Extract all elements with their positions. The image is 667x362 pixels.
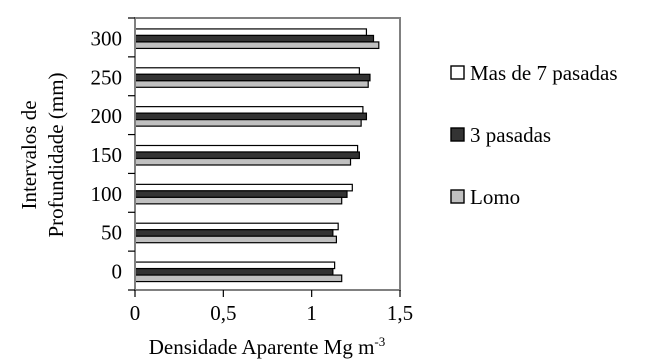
bar-mas-de-7-pasadas-300 — [134, 28, 368, 37]
y-tick-label-150: 150 — [91, 143, 123, 167]
bar-3-pasadas-150 — [134, 151, 360, 160]
y-tick-label-200: 200 — [91, 104, 123, 128]
x-tick-label-3: 1,5 — [387, 301, 413, 325]
bar-mas-de-7-pasadas-250 — [134, 67, 360, 75]
bar-3-pasadas-0 — [134, 267, 334, 276]
plot-area — [134, 28, 380, 283]
x-axis-title-main: Densidade Aparente Mg m — [149, 335, 375, 359]
legend-swatch-3-pasadas — [450, 127, 465, 142]
legend-swatch-lomo — [450, 189, 465, 204]
y-tick-label-50: 50 — [101, 221, 122, 245]
bar-mas-de-7-pasadas-0 — [134, 261, 336, 270]
bar-lomo-250 — [134, 80, 369, 88]
y-tick-label-100: 100 — [91, 182, 123, 206]
legend: Mas de 7 pasadas 3 pasadas Lomo — [450, 61, 618, 209]
bar-3-pasadas-50 — [134, 229, 334, 237]
y-axis-title-line-1: Intervalos de — [17, 100, 41, 209]
y-axis-title-line-2: Profundidade (mm) — [44, 72, 68, 237]
x-tick-label-1: 0,5 — [210, 301, 236, 325]
bar-lomo-0 — [134, 274, 343, 283]
x-tick-label-2: 1 — [306, 301, 317, 325]
x-axis-title: Densidade Aparente Mg m-3 — [149, 334, 386, 359]
bar-3-pasadas-250 — [134, 73, 371, 82]
x-axis-title-superscript: -3 — [374, 334, 385, 349]
legend-label-3-pasadas: 3 pasadas — [470, 123, 551, 147]
y-tick-label-250: 250 — [91, 65, 123, 89]
legend-swatch-mas-de-7-pasadas — [450, 65, 465, 80]
y-tick-label-300: 300 — [91, 26, 123, 50]
bar-lomo-300 — [134, 41, 380, 50]
legend-label-mas-de-7-pasadas: Mas de 7 pasadas — [470, 61, 618, 85]
bar-lomo-50 — [134, 235, 337, 244]
plot-frame — [134, 17, 401, 291]
bar-mas-de-7-pasadas-100 — [134, 183, 353, 192]
bar-mas-de-7-pasadas-150 — [134, 144, 359, 153]
legend-label-lomo: Lomo — [470, 185, 520, 209]
axes: 0 50 100 150 200 250 300 0 0,5 1 1,5 — [91, 17, 413, 325]
bar-lomo-150 — [134, 157, 352, 166]
bar-lomo-200 — [134, 119, 362, 127]
bar-lomo-100 — [134, 196, 343, 205]
x-tick-label-0: 0 — [130, 301, 141, 325]
bar-mas-de-7-pasadas-50 — [134, 222, 339, 231]
bar-3-pasadas-300 — [134, 34, 375, 43]
bar-mas-de-7-pasadas-200 — [134, 106, 364, 114]
bar-3-pasadas-200 — [134, 112, 368, 121]
y-tick-label-0: 0 — [112, 260, 123, 284]
bar-3-pasadas-100 — [134, 190, 348, 198]
